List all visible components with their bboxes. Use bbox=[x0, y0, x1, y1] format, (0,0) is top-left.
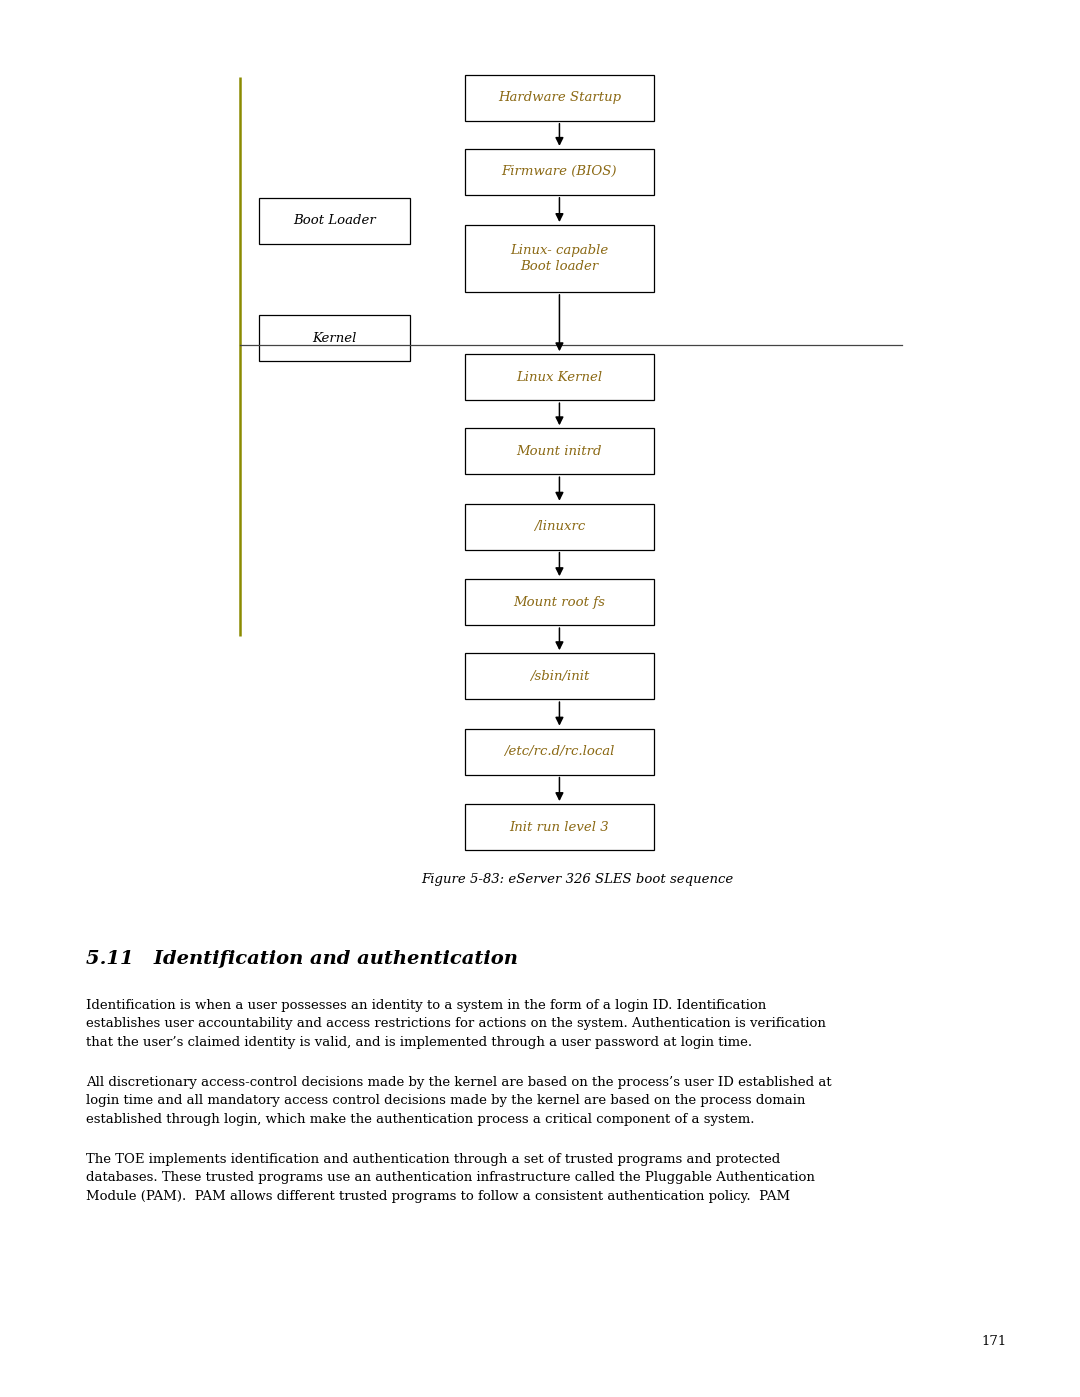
Bar bbox=[464, 148, 653, 194]
Text: Firmware (BIOS): Firmware (BIOS) bbox=[502, 165, 617, 179]
Text: Boot Loader: Boot Loader bbox=[294, 214, 376, 228]
Text: /sbin/init: /sbin/init bbox=[530, 669, 589, 683]
Bar bbox=[464, 805, 653, 849]
Text: Linux- capable
Boot loader: Linux- capable Boot loader bbox=[511, 244, 608, 272]
Text: Mount root fs: Mount root fs bbox=[513, 595, 606, 609]
Bar bbox=[259, 314, 410, 360]
Bar bbox=[464, 729, 653, 774]
Bar bbox=[464, 580, 653, 626]
Bar bbox=[464, 503, 653, 549]
Text: Hardware Startup: Hardware Startup bbox=[498, 91, 621, 105]
Text: 5.11   Identification and authentication: 5.11 Identification and authentication bbox=[86, 950, 518, 968]
Text: /etc/rc.d/rc.local: /etc/rc.d/rc.local bbox=[504, 745, 615, 759]
Text: Figure 5-83: eServer 326 SLES boot sequence: Figure 5-83: eServer 326 SLES boot seque… bbox=[421, 873, 733, 886]
Text: Kernel: Kernel bbox=[312, 331, 357, 345]
Bar bbox=[464, 355, 653, 400]
Text: Identification is when a user possesses an identity to a system in the form of a: Identification is when a user possesses … bbox=[86, 999, 826, 1049]
Bar bbox=[464, 427, 653, 474]
Bar bbox=[464, 225, 653, 292]
Text: /linuxrc: /linuxrc bbox=[534, 520, 585, 534]
Text: Init run level 3: Init run level 3 bbox=[510, 820, 609, 834]
Bar bbox=[464, 74, 653, 120]
Text: 171: 171 bbox=[981, 1334, 1007, 1348]
Text: Mount initrd: Mount initrd bbox=[516, 444, 603, 458]
Text: All discretionary access-control decisions made by the kernel are based on the p: All discretionary access-control decisio… bbox=[86, 1076, 832, 1126]
Text: Linux Kernel: Linux Kernel bbox=[516, 370, 603, 384]
Bar bbox=[259, 197, 410, 243]
Text: The TOE implements identification and authentication through a set of trusted pr: The TOE implements identification and au… bbox=[86, 1153, 815, 1203]
Bar bbox=[464, 654, 653, 698]
